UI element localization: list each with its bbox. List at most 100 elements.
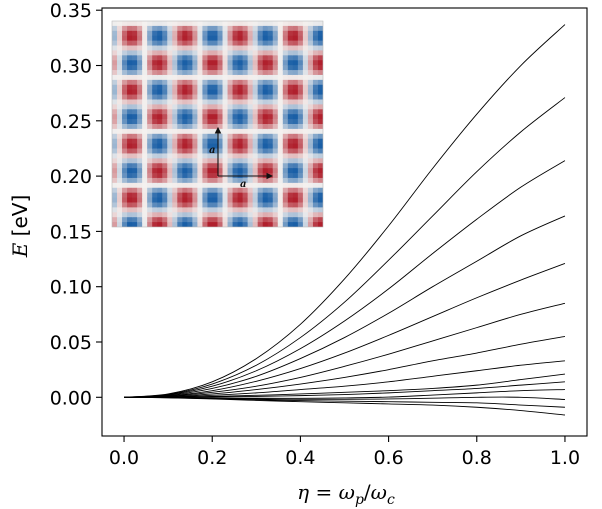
inset-cell bbox=[317, 168, 323, 174]
inset-cell bbox=[212, 104, 219, 110]
inset-cell bbox=[192, 25, 198, 32]
inset-cell bbox=[117, 133, 123, 140]
inset-cell bbox=[282, 148, 289, 155]
inset-cell bbox=[172, 99, 178, 105]
inset-cell bbox=[137, 60, 143, 66]
inset-cell bbox=[262, 168, 269, 174]
inset-cell bbox=[172, 187, 178, 194]
inset-heatmap: a a bbox=[111, 20, 324, 228]
inset-cell bbox=[312, 133, 319, 140]
inset-cell bbox=[137, 45, 143, 52]
inset-cell bbox=[317, 94, 323, 101]
inset-cell bbox=[197, 217, 204, 223]
series-layer bbox=[124, 24, 566, 416]
inset-cell bbox=[202, 25, 209, 32]
inset-cell bbox=[147, 74, 153, 81]
inset-cell bbox=[197, 192, 204, 199]
inset-cell bbox=[272, 207, 279, 213]
inset-cell bbox=[212, 55, 219, 61]
inset-cell bbox=[122, 99, 128, 105]
inset-cell bbox=[127, 70, 133, 76]
inset-cell bbox=[202, 217, 209, 223]
inset-cell bbox=[287, 177, 294, 184]
inset-cell bbox=[312, 177, 319, 184]
inset-cell bbox=[152, 55, 158, 61]
inset-cell bbox=[132, 124, 138, 130]
inset-cell bbox=[247, 168, 254, 174]
inset-cell bbox=[142, 202, 148, 208]
inset-cell bbox=[222, 187, 229, 194]
inset-cell bbox=[137, 202, 143, 208]
inset-cell bbox=[302, 25, 309, 32]
inset-cell bbox=[252, 187, 259, 194]
inset-cell bbox=[187, 222, 193, 227]
inset-cell bbox=[162, 212, 168, 218]
y-tick-label: 0.15 bbox=[50, 221, 92, 243]
inset-cell bbox=[217, 45, 224, 52]
inset-cell bbox=[157, 25, 163, 32]
inset-cell bbox=[247, 60, 254, 66]
inset-cell bbox=[307, 104, 314, 110]
inset-cell bbox=[147, 124, 153, 130]
inset-cell bbox=[222, 94, 229, 101]
inset-cell bbox=[117, 45, 123, 52]
inset-cell bbox=[317, 163, 323, 169]
inset-cell bbox=[137, 212, 143, 218]
inset-cell bbox=[247, 158, 254, 164]
inset-cell bbox=[262, 133, 269, 140]
inset-cell bbox=[282, 128, 289, 135]
inset-cell bbox=[262, 182, 269, 189]
inset-cell bbox=[262, 202, 269, 208]
inset-cell bbox=[192, 84, 198, 91]
inset-cell bbox=[137, 74, 143, 81]
y-tick-label: 0.00 bbox=[50, 387, 92, 409]
inset-cell bbox=[257, 138, 264, 145]
inset-cell bbox=[232, 217, 239, 223]
inset-cell bbox=[212, 21, 219, 27]
inset-cell bbox=[142, 173, 148, 179]
inset-cell bbox=[212, 94, 219, 101]
inset-cell bbox=[237, 94, 244, 101]
inset-cell bbox=[117, 109, 123, 115]
inset-cell bbox=[207, 94, 214, 101]
inset-cell bbox=[162, 89, 168, 96]
inset-cell bbox=[277, 65, 284, 71]
y-tick-label: 0.10 bbox=[50, 277, 92, 299]
inset-cell bbox=[292, 143, 299, 150]
inset-cell bbox=[232, 124, 239, 130]
inset-cell bbox=[287, 143, 294, 150]
inset-cell bbox=[142, 84, 148, 91]
inset-cell bbox=[307, 148, 314, 155]
inset-cell bbox=[177, 65, 183, 71]
inset-cell bbox=[172, 222, 178, 227]
inset-cell bbox=[237, 55, 244, 61]
inset-cell bbox=[292, 138, 299, 145]
inset-cell bbox=[267, 168, 274, 174]
inset-cell bbox=[172, 55, 178, 61]
inset-cell bbox=[227, 30, 234, 37]
inset-cell bbox=[122, 30, 128, 37]
inset-cell bbox=[172, 119, 178, 125]
inset-cell bbox=[177, 89, 183, 96]
inset-cell bbox=[282, 21, 289, 27]
inset-cell bbox=[182, 40, 188, 47]
inset-cell bbox=[217, 124, 224, 130]
inset-cell bbox=[317, 84, 323, 91]
inset-cell bbox=[302, 45, 309, 52]
inset-cell bbox=[112, 104, 118, 110]
inset-cell bbox=[142, 45, 148, 52]
inset-cell bbox=[287, 89, 294, 96]
inset-cell bbox=[282, 192, 289, 199]
inset-cell bbox=[197, 212, 204, 218]
inset-cell bbox=[277, 104, 284, 110]
inset-cell bbox=[192, 50, 198, 56]
inset-cell bbox=[217, 74, 224, 81]
inset-cell bbox=[142, 138, 148, 145]
inset-cell bbox=[112, 177, 118, 184]
inset-cell bbox=[277, 192, 284, 199]
inset-cell bbox=[282, 207, 289, 213]
inset-cell bbox=[317, 74, 323, 81]
inset-cell bbox=[312, 65, 319, 71]
inset-cell bbox=[222, 148, 229, 155]
inset-cell bbox=[312, 173, 319, 179]
